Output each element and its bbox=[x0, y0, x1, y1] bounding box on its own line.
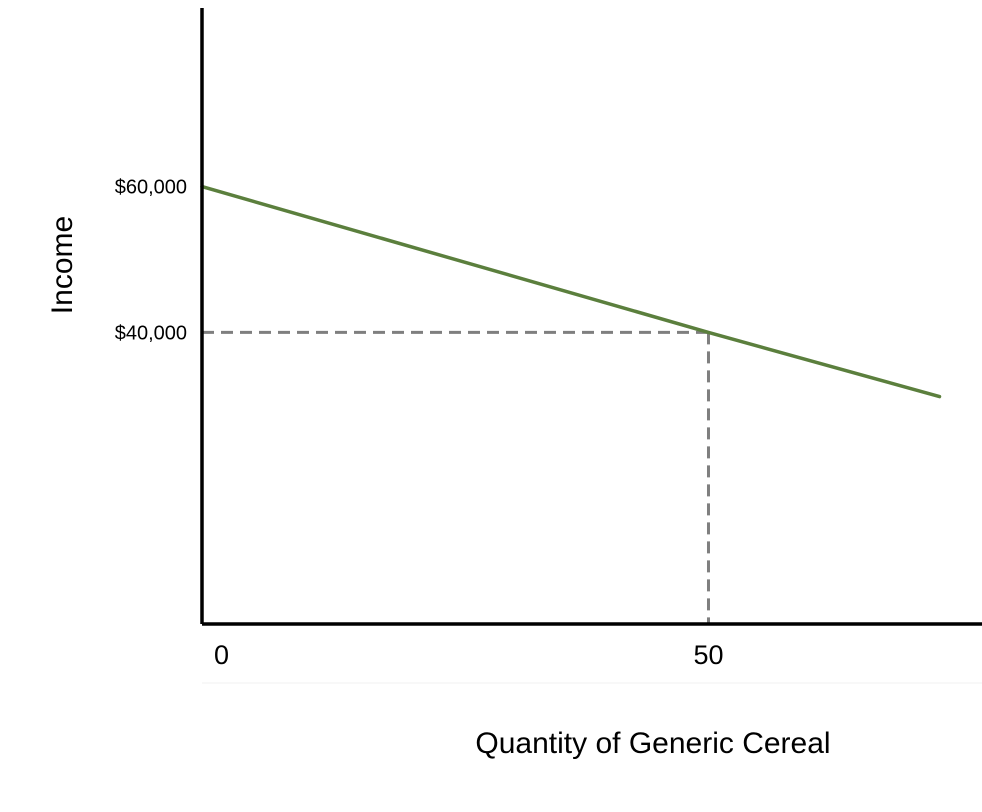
y-tick-label-60000: $60,000 bbox=[115, 177, 187, 199]
x-axis-title: Quantity of Generic Cereal bbox=[475, 727, 830, 760]
y-axis-title: Income bbox=[46, 216, 79, 314]
x-tick-label-50: 50 bbox=[693, 640, 723, 670]
demand-line bbox=[200, 184, 942, 399]
y-tick-label-40000: $40,000 bbox=[115, 322, 187, 344]
x-tick-label-0: 0 bbox=[214, 640, 229, 670]
